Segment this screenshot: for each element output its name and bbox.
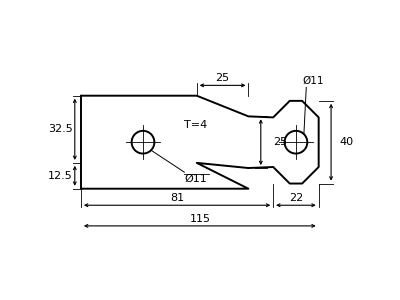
Text: T=4: T=4 (184, 120, 208, 130)
Text: 22: 22 (289, 193, 303, 203)
Text: Ø11: Ø11 (302, 75, 324, 85)
Text: 81: 81 (170, 193, 184, 203)
Text: Ø11: Ø11 (184, 174, 207, 184)
Text: 40: 40 (339, 137, 354, 147)
Text: 32.5: 32.5 (48, 124, 73, 134)
Text: 25: 25 (273, 137, 287, 147)
Text: 25: 25 (216, 73, 230, 83)
Text: 115: 115 (189, 214, 210, 224)
Text: 12.5: 12.5 (48, 171, 73, 181)
